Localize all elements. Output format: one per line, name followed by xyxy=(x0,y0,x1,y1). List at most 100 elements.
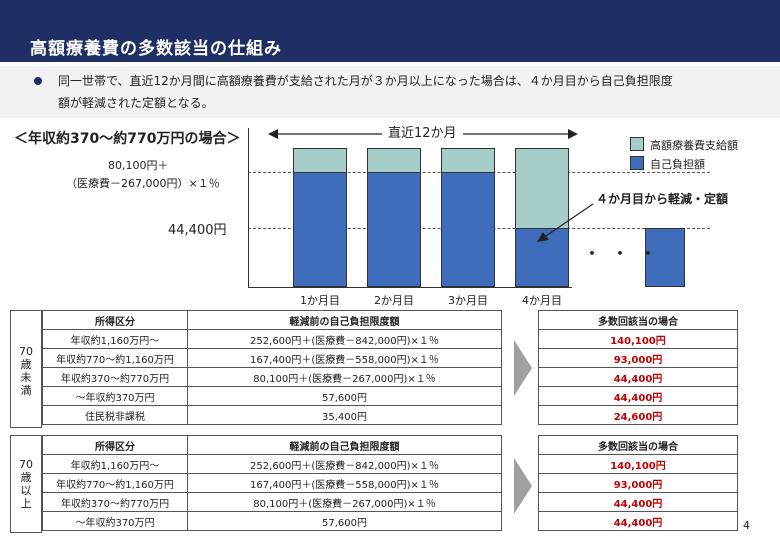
category-cell: ～年収約370万円 xyxy=(42,386,188,406)
bar-1-copay xyxy=(293,172,347,287)
table-row: ～年収約370万円 57,600円 xyxy=(42,386,502,406)
under70-label-2: 未 xyxy=(20,371,32,384)
title-bar xyxy=(0,0,780,62)
amount-label: 44,400円 xyxy=(168,223,227,238)
bar-4-benefit xyxy=(515,148,569,228)
bar-2-benefit xyxy=(367,148,421,172)
legend-swatch-benefit xyxy=(630,137,644,151)
category-cell: 年収約370～約770万円 xyxy=(42,367,188,387)
arrow-right-icon xyxy=(514,340,532,396)
x-axis xyxy=(248,287,572,288)
under70-label-0: 70 xyxy=(19,345,33,358)
bar-later-copay xyxy=(645,228,685,287)
category-cell: 年収約770～約1,160万円 xyxy=(42,348,188,368)
result-cell: 44,400円 xyxy=(538,386,738,406)
limit-cell: 57,600円 xyxy=(187,511,502,531)
table-row: 44,400円 xyxy=(538,492,738,512)
category-cell: 年収約370～約770万円 xyxy=(42,492,188,512)
over70-label-3: 上 xyxy=(20,497,32,510)
table-header-row: 所得区分 軽減前の自己負担限度額 xyxy=(42,435,502,455)
over70-table: 所得区分 軽減前の自己負担限度額 年収約1,160万円～ 252,600円＋(医療… xyxy=(42,435,502,531)
month-label-4: 4か月目 xyxy=(522,294,562,307)
header-limit: 軽減前の自己負担限度額 xyxy=(187,435,502,455)
bullet-line-1: 同一世帯で、直近12か月間に高額療養費が支給された月が３か月以上になった場合は、… xyxy=(58,74,673,88)
page-title: 高額療養費の多数該当の仕組み xyxy=(30,39,282,59)
table-row: 44,400円 xyxy=(538,367,738,387)
callout-arrow xyxy=(537,203,594,242)
limit-cell: 80,100円＋(医療費－267,000円)×１％ xyxy=(187,367,502,387)
header-category: 所得区分 xyxy=(42,310,188,330)
legend-label-benefit: 高額療養費支給額 xyxy=(650,139,738,152)
table-row: 住民税非課税 35,400円 xyxy=(42,405,502,425)
y-axis xyxy=(248,128,249,288)
formula-line-1: 80,100円＋ xyxy=(108,159,169,172)
under70-group-label: 70 歳 未 満 xyxy=(10,310,42,428)
table-header-row: 多数回該当の場合 xyxy=(538,435,738,455)
page-number: 4 xyxy=(743,519,750,532)
over70-group-label: 70 歳 以 上 xyxy=(10,435,42,533)
month-label-1: 1か月目 xyxy=(300,294,340,307)
under70-label-3: 満 xyxy=(20,384,32,397)
limit-cell: 252,600円＋(医療費－842,000円)×１％ xyxy=(187,454,502,474)
table-header-row: 所得区分 軽減前の自己負担限度額 xyxy=(42,310,502,330)
table-row: 44,400円 xyxy=(538,511,738,531)
limit-cell: 167,400円＋(医療費－558,000円)×１％ xyxy=(187,473,502,493)
header-category: 所得区分 xyxy=(42,435,188,455)
over70-label-2: 以 xyxy=(20,484,32,497)
limit-cell: 35,400円 xyxy=(187,405,502,425)
header-limit: 軽減前の自己負担限度額 xyxy=(187,310,502,330)
result-cell: 93,000円 xyxy=(538,348,738,368)
callout-text: ４か月目から軽減・定額 xyxy=(596,192,729,206)
limit-cell: 57,600円 xyxy=(187,386,502,406)
category-cell: 年収約1,160万円～ xyxy=(42,329,188,349)
result-cell: 140,100円 xyxy=(538,329,738,349)
table-row: 24,600円 xyxy=(538,405,738,425)
bullet-band xyxy=(0,66,780,118)
bar-3-benefit xyxy=(441,148,495,172)
table-row: 93,000円 xyxy=(538,473,738,493)
bar-2-copay xyxy=(367,172,421,287)
scenario-title: ＜年収約370～約770万円の場合＞ xyxy=(14,131,241,147)
bar-1-benefit xyxy=(293,148,347,172)
table-row: 年収約770～約1,160万円 167,400円＋(医療費－558,000円)×１… xyxy=(42,348,502,368)
limit-cell: 80,100円＋(医療費－267,000円)×１％ xyxy=(187,492,502,512)
period-label: 直近12か月 xyxy=(382,122,463,141)
table-row: 年収約1,160万円～ 252,600円＋(医療費－842,000円)×１％ xyxy=(42,329,502,349)
month-label-2: 2か月目 xyxy=(374,294,414,307)
under70-table: 所得区分 軽減前の自己負担限度額 年収約1,160万円～ 252,600円＋(医療… xyxy=(42,310,502,425)
table-row: 140,100円 xyxy=(538,329,738,349)
table-row: 年収約1,160万円～ 252,600円＋(医療費－842,000円)×１％ xyxy=(42,454,502,474)
limit-cell: 252,600円＋(医療費－842,000円)×１％ xyxy=(187,329,502,349)
category-cell: 年収約770～約1,160万円 xyxy=(42,473,188,493)
category-cell: ～年収約370万円 xyxy=(42,511,188,531)
result-cell: 140,100円 xyxy=(538,454,738,474)
category-cell: 住民税非課税 xyxy=(42,405,188,425)
table-header-row: 多数回該当の場合 xyxy=(538,310,738,330)
limit-cell: 167,400円＋(医療費－558,000円)×１％ xyxy=(187,348,502,368)
arrow-right-icon xyxy=(514,458,532,514)
table-row: 年収約770～約1,160万円 167,400円＋(医療費－558,000円)×１… xyxy=(42,473,502,493)
legend-swatch-copay xyxy=(630,156,644,170)
over70-label-0: 70 xyxy=(19,458,33,471)
bar-3-copay xyxy=(441,172,495,287)
header-result: 多数回該当の場合 xyxy=(538,435,738,455)
result-cell: 44,400円 xyxy=(538,511,738,531)
legend-label-copay: 自己負担額 xyxy=(650,158,705,171)
category-cell: 年収約1,160万円～ xyxy=(42,454,188,474)
bullet-text: 同一世帯で、直近12か月間に高額療養費が支給された月が３か月以上になった場合は、… xyxy=(58,70,758,114)
month-label-3: 3か月目 xyxy=(448,294,488,307)
formula-line-2: （医療費－267,000円）×１％ xyxy=(66,177,220,190)
ellipsis: ・・・ xyxy=(583,244,667,265)
under70-result-table: 多数回該当の場合 140,100円 93,000円 44,400円 44,400… xyxy=(538,310,738,425)
table-row: 年収約370～約770万円 80,100円＋(医療費－267,000円)×１％ xyxy=(42,367,502,387)
table-row: ～年収約370万円 57,600円 xyxy=(42,511,502,531)
table-row: 140,100円 xyxy=(538,454,738,474)
table-row: 年収約370～約770万円 80,100円＋(医療費－267,000円)×１％ xyxy=(42,492,502,512)
table-row: 93,000円 xyxy=(538,348,738,368)
header-result: 多数回該当の場合 xyxy=(538,310,738,330)
result-cell: 93,000円 xyxy=(538,473,738,493)
result-cell: 24,600円 xyxy=(538,405,738,425)
over70-label-1: 歳 xyxy=(20,471,32,484)
table-row: 44,400円 xyxy=(538,386,738,406)
bullet-dot-icon xyxy=(34,77,42,85)
